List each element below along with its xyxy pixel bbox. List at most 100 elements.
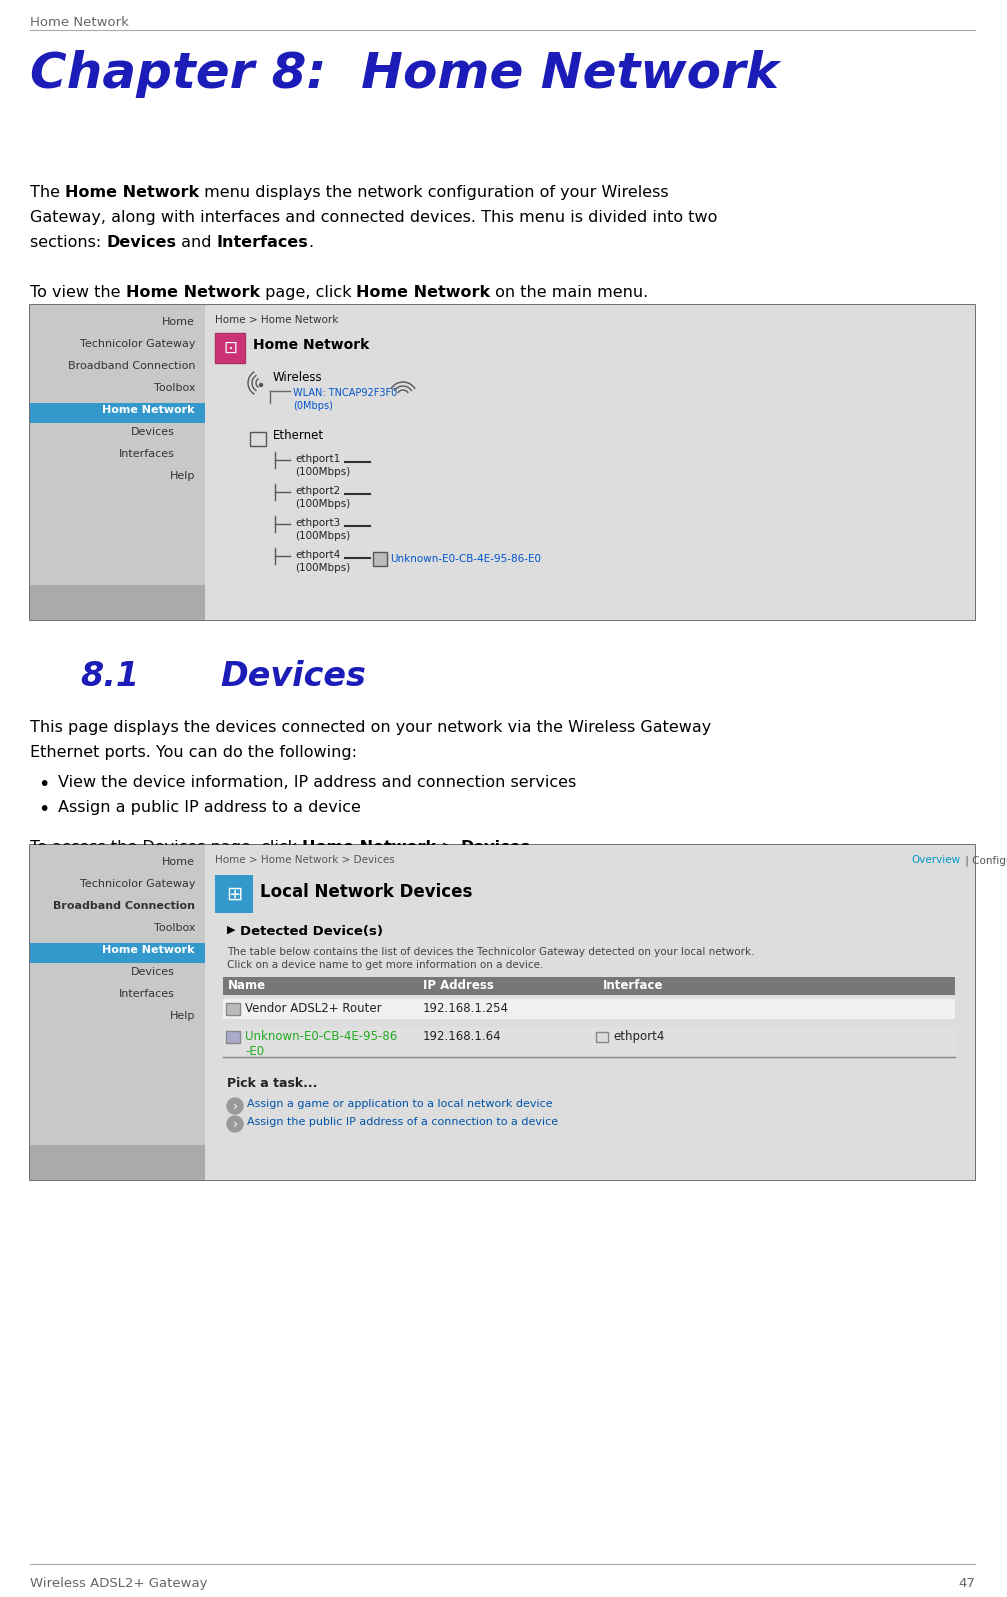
Text: .: . — [309, 235, 314, 251]
Text: Interfaces: Interfaces — [217, 235, 309, 251]
Text: •: • — [38, 775, 49, 794]
Text: Toolbox: Toolbox — [153, 383, 195, 393]
Text: .: . — [530, 840, 535, 854]
Text: Home Network: Home Network — [253, 339, 370, 351]
Text: ⊞: ⊞ — [226, 885, 243, 904]
Text: Ethernet ports. You can do the following:: Ethernet ports. You can do the following… — [30, 744, 357, 760]
Text: Home > Home Network > Devices: Home > Home Network > Devices — [215, 854, 395, 866]
Text: Home: Home — [162, 316, 195, 327]
Bar — [205, 845, 975, 1180]
Text: Home > Home Network: Home > Home Network — [215, 315, 338, 326]
Text: (0Mbps): (0Mbps) — [293, 401, 333, 410]
Text: Devices: Devices — [460, 840, 530, 854]
Text: ›: › — [233, 1118, 238, 1131]
Bar — [596, 1032, 608, 1041]
Text: Broadband Connection: Broadband Connection — [67, 361, 195, 371]
Text: Technicolor Gateway: Technicolor Gateway — [80, 878, 195, 890]
Text: ›: › — [233, 1099, 238, 1113]
Text: Chapter 8:  Home Network: Chapter 8: Home Network — [30, 50, 778, 97]
Bar — [223, 977, 955, 995]
Bar — [215, 334, 245, 363]
Text: | Configure: | Configure — [962, 854, 1007, 866]
Text: page, click: page, click — [260, 284, 356, 300]
Bar — [215, 875, 253, 913]
Text: •: • — [38, 800, 49, 819]
Text: Name: Name — [228, 979, 266, 992]
Text: IP Address: IP Address — [423, 979, 493, 992]
Text: Home Network: Home Network — [65, 185, 199, 200]
Text: Assign the public IP address of a connection to a device: Assign the public IP address of a connec… — [247, 1116, 558, 1127]
Text: Home: Home — [162, 858, 195, 867]
Text: Local Network Devices: Local Network Devices — [260, 883, 472, 901]
Text: View the device information, IP address and connection services: View the device information, IP address … — [58, 775, 576, 791]
Bar — [30, 402, 205, 423]
Text: (100Mbps): (100Mbps) — [295, 498, 350, 509]
Text: (100Mbps): (100Mbps) — [295, 564, 350, 573]
Bar — [30, 1145, 205, 1180]
Text: The table below contains the list of devices the Technicolor Gateway detected on: The table below contains the list of dev… — [227, 947, 754, 957]
Bar — [373, 553, 387, 565]
Text: Devices: Devices — [107, 235, 176, 251]
Bar — [30, 942, 205, 963]
Text: Home Network: Home Network — [356, 284, 490, 300]
Text: Unknown-E0-CB-4E-95-86-E0: Unknown-E0-CB-4E-95-86-E0 — [390, 554, 541, 564]
Text: Interfaces: Interfaces — [119, 989, 175, 1000]
Text: Home Network: Home Network — [103, 945, 195, 955]
Text: To view the: To view the — [30, 284, 126, 300]
Text: Detected Device(s): Detected Device(s) — [240, 925, 383, 937]
Text: Interfaces: Interfaces — [119, 449, 175, 458]
Text: Vendor ADSL2+ Router: Vendor ADSL2+ Router — [245, 1001, 382, 1016]
Text: ⊡: ⊡ — [224, 339, 237, 358]
Text: The: The — [30, 185, 65, 200]
Text: Click on a device name to get more information on a device.: Click on a device name to get more infor… — [227, 960, 544, 969]
Text: Gateway, along with interfaces and connected devices. This menu is divided into : Gateway, along with interfaces and conne… — [30, 209, 717, 225]
Text: and: and — [176, 235, 217, 251]
Text: Assign a game or application to a local network device: Assign a game or application to a local … — [247, 1099, 553, 1108]
Text: Home Network: Home Network — [302, 840, 436, 854]
Text: Devices: Devices — [131, 426, 175, 438]
Text: Assign a public IP address to a device: Assign a public IP address to a device — [58, 800, 361, 814]
Bar — [30, 845, 205, 1180]
Circle shape — [260, 383, 263, 386]
Text: WLAN: TNCAP92F3F0: WLAN: TNCAP92F3F0 — [293, 388, 397, 398]
Text: Home Network: Home Network — [30, 16, 129, 29]
Bar — [223, 1027, 955, 1056]
Text: Pick a task...: Pick a task... — [227, 1076, 317, 1091]
Circle shape — [227, 1116, 243, 1132]
Text: Ethernet: Ethernet — [273, 430, 324, 442]
Text: 192.168.1.254: 192.168.1.254 — [423, 1001, 509, 1016]
Text: Wireless: Wireless — [273, 371, 322, 383]
Text: Unknown-E0-CB-4E-95-86: Unknown-E0-CB-4E-95-86 — [245, 1030, 397, 1043]
Text: menu displays the network configuration of your Wireless: menu displays the network configuration … — [199, 185, 669, 200]
Text: ethport3: ethport3 — [295, 517, 340, 529]
Text: ▶: ▶ — [227, 925, 236, 934]
Text: ethport1: ethport1 — [295, 454, 340, 465]
Text: Broadband Connection: Broadband Connection — [53, 901, 195, 910]
Bar — [226, 1032, 240, 1043]
Text: sections:: sections: — [30, 235, 107, 251]
Text: ethport4: ethport4 — [295, 549, 340, 561]
Text: Toolbox: Toolbox — [153, 923, 195, 933]
Text: ethport2: ethport2 — [295, 485, 340, 497]
Bar — [226, 1003, 240, 1016]
Text: 47: 47 — [958, 1576, 975, 1591]
Text: Home Network: Home Network — [126, 284, 260, 300]
Text: Interface: Interface — [603, 979, 664, 992]
Text: ethport4: ethport4 — [613, 1030, 665, 1043]
Text: on the main menu.: on the main menu. — [490, 284, 649, 300]
Text: Help: Help — [169, 1011, 195, 1020]
Bar — [30, 305, 205, 620]
Text: Devices: Devices — [131, 968, 175, 977]
Bar — [250, 433, 266, 446]
Circle shape — [227, 1099, 243, 1115]
Text: To access the Devices page, click: To access the Devices page, click — [30, 840, 302, 854]
Bar — [30, 305, 975, 620]
Text: 8.1: 8.1 — [80, 660, 139, 693]
Text: Help: Help — [169, 471, 195, 481]
Text: This page displays the devices connected on your network via the Wireless Gatewa: This page displays the devices connected… — [30, 720, 711, 735]
Bar — [205, 305, 975, 620]
Text: Overview: Overview — [911, 854, 960, 866]
Bar — [223, 1000, 955, 1019]
Text: Devices: Devices — [220, 660, 366, 693]
Text: >: > — [436, 840, 460, 854]
